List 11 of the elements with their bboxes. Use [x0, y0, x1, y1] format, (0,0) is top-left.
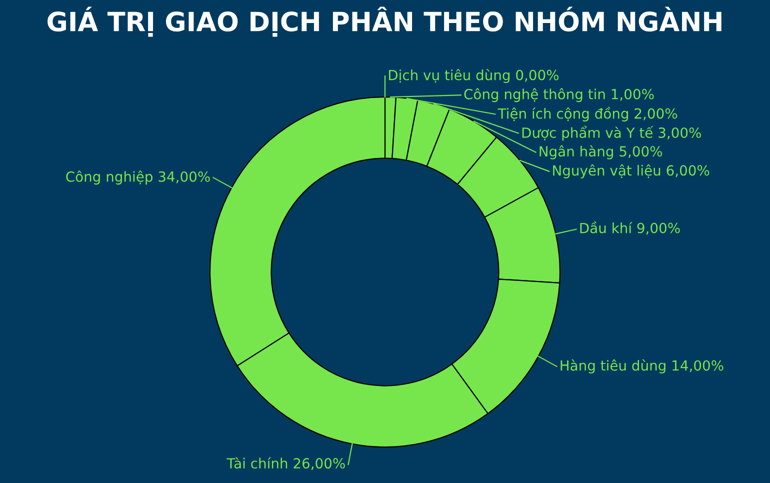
slice-label: Công nghiệp 34,00%: [66, 170, 210, 185]
slice-label: Nguyên vật liệu 6,00%: [553, 164, 710, 178]
chart-title: GIÁ TRỊ GIAO DỊCH PHÂN THEO NHÓM NGÀNH: [48, 6, 722, 37]
slice-label: Hàng tiêu dùng 14,00%: [560, 359, 724, 374]
slice-label: Tài chính 26,00%: [226, 457, 345, 470]
slice-label: Dược phẩm và Y tế 3,00%: [522, 126, 701, 141]
slice-label: Dầu khí 9,00%: [580, 221, 680, 235]
slice-label: Tiện ích cộng đồng 2,00%: [498, 106, 678, 122]
category-label: Dịch vụ tiêu dùng 0,00%: [388, 69, 559, 83]
slice-label: Ngân hàng 5,00%: [540, 145, 662, 160]
slice-label: Công nghệ thông tin 1,00%: [464, 88, 654, 102]
